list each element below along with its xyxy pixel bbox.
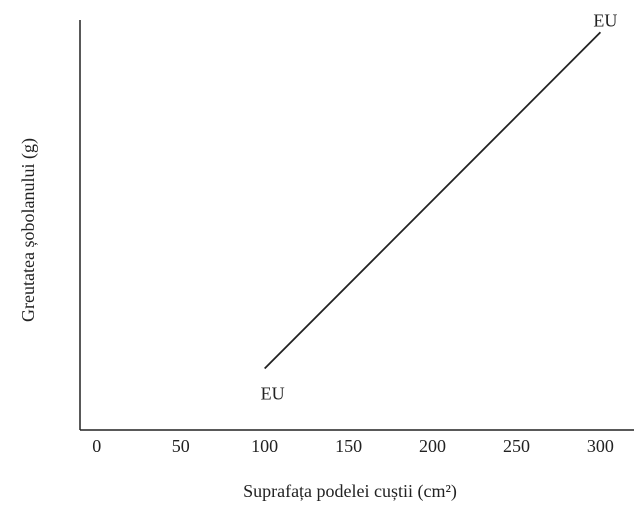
x-axis-label: Suprafața podelei cuștii (cm²)	[243, 481, 457, 502]
x-tick-label: 100	[251, 436, 278, 456]
annotation: EU	[593, 10, 617, 30]
x-tick-label: 250	[503, 436, 530, 456]
x-tick-label: 0	[92, 436, 101, 456]
x-tick-label: 150	[335, 436, 362, 456]
x-tick-label: 200	[419, 436, 446, 456]
data-line	[264, 31, 602, 370]
y-axis-label: Greutatea șobolanului (g)	[18, 138, 39, 322]
x-tick-label: 300	[587, 436, 614, 456]
x-tick-label: 50	[172, 436, 190, 456]
annotation: EU	[261, 384, 285, 404]
